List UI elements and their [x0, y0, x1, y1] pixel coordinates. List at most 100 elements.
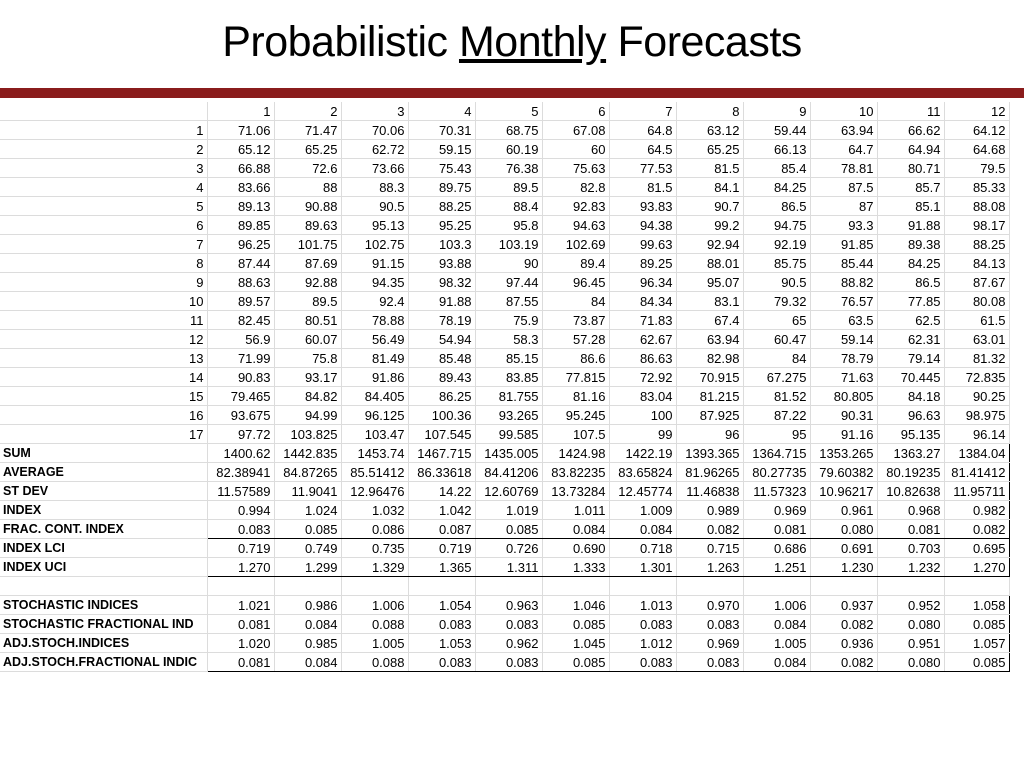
row-label: 5: [0, 196, 208, 216]
stats-cell: 79.60382: [810, 462, 878, 482]
stochastic-cell: 1.005: [341, 633, 409, 653]
table-cell: 78.81: [810, 158, 878, 178]
table-cell: 102.75: [341, 234, 409, 254]
stats-cell: 0.691: [810, 538, 878, 558]
stats-cell: 13.73284: [542, 481, 610, 501]
table-cell: 56.9: [207, 329, 275, 349]
table-row: 15 79.465 84.82 84.405 86.25 81.755 81.16 83.04…: [0, 386, 1010, 406]
stats-cell: 0.719: [206, 538, 275, 558]
table-cell: 63.5: [810, 310, 878, 330]
stats-cell: 1424.98: [542, 443, 610, 463]
page-title: Probabilistic Monthly Forecasts: [0, 18, 1024, 67]
column-header: 8: [676, 102, 744, 121]
table-cell: 80.805: [810, 386, 878, 406]
table-cell: 95.25: [408, 215, 476, 235]
stats-cell: 1442.835: [274, 443, 342, 463]
table-cell: 94.99: [274, 405, 342, 425]
row-label: 14: [0, 367, 208, 387]
table-cell: 85.4: [743, 158, 811, 178]
table-cell: 84.34: [609, 291, 677, 311]
empty-cell: [207, 576, 275, 596]
stochastic-cell: 0.083: [475, 614, 543, 634]
title-underlined: Monthly: [458, 18, 607, 66]
spreadsheet: 1 2 3 4 5 6 7 8 9 10 11 12 1 71.06 71.47 70.06 70.31 68.7…: [0, 102, 1010, 672]
stats-label: INDEX LCI: [0, 538, 208, 558]
table-cell: 71.63: [810, 367, 878, 387]
table-cell: 96.125: [341, 405, 409, 425]
table-cell: 84.25: [877, 253, 945, 273]
stats-cell: 0.719: [408, 538, 476, 558]
table-cell: 86.25: [408, 386, 476, 406]
table-cell: 95.07: [676, 272, 744, 292]
table-cell: 94.63: [542, 215, 610, 235]
table-cell: 90.88: [274, 196, 342, 216]
table-cell: 93.17: [274, 367, 342, 387]
forecast-table: 1 2 3 4 5 6 7 8 9 10 11 12 1 71.06 71.47 70.06 70.31 68.7…: [0, 102, 1010, 672]
stats-cell: 0.082: [944, 519, 1010, 539]
table-cell: 76.38: [475, 158, 543, 178]
stats-cell: 1.011: [542, 500, 610, 520]
table-cell: 64.68: [944, 139, 1010, 159]
stochastic-row: ADJ.STOCH.INDICES 1.020 0.985 1.005 1.053 0.9…: [0, 633, 1010, 653]
column-header: 12: [944, 102, 1010, 121]
stochastic-cell: 0.082: [810, 652, 878, 672]
table-cell: 84.82: [274, 386, 342, 406]
stochastic-cell: 1.053: [408, 633, 476, 653]
table-cell: 82.8: [542, 177, 610, 197]
table-cell: 67.275: [743, 367, 811, 387]
table-cell: 81.755: [475, 386, 543, 406]
table-cell: 67.4: [676, 310, 744, 330]
stats-cell: 1422.19: [609, 443, 677, 463]
stochastic-cell: 1.058: [944, 595, 1010, 615]
stats-cell: 1.009: [609, 500, 677, 520]
table-cell: 77.85: [877, 291, 945, 311]
table-cell: 94.75: [743, 215, 811, 235]
row-label: 8: [0, 253, 208, 273]
stats-cell: 1.301: [609, 557, 677, 577]
table-row: 3 66.88 72.6 73.66 75.43 76.38 75.63 77.53 81.5 8…: [0, 158, 1010, 178]
stochastic-cell: 0.985: [274, 633, 342, 653]
table-cell: 101.75: [274, 234, 342, 254]
table-cell: 59.14: [810, 329, 878, 349]
table-cell: 61.5: [944, 310, 1010, 330]
table-cell: 90.5: [743, 272, 811, 292]
table-cell: 79.465: [207, 386, 275, 406]
table-cell: 84.405: [341, 386, 409, 406]
table-cell: 81.5: [609, 177, 677, 197]
table-cell: 77.815: [542, 367, 610, 387]
stats-cell: 1400.62: [206, 443, 275, 463]
table-cell: 60: [542, 139, 610, 159]
table-cell: 91.15: [341, 253, 409, 273]
table-cell: 65.25: [676, 139, 744, 159]
stochastic-cell: 0.088: [341, 652, 409, 672]
stats-row: INDEX 0.994 1.024 1.032 1.042 1.019 1.011 1.009…: [0, 500, 1010, 520]
stochastic-cell: 0.080: [877, 652, 945, 672]
table-cell: 93.88: [408, 253, 476, 273]
table-cell: 70.31: [408, 120, 476, 140]
empty-cell: [542, 576, 610, 596]
stats-cell: 0.080: [810, 519, 878, 539]
table-row: 11 82.45 80.51 78.88 78.19 75.9 73.87 71.83 67.4…: [0, 310, 1010, 330]
table-row: 10 89.57 89.5 92.4 91.88 87.55 84 84.34 83.1 79.3…: [0, 291, 1010, 311]
table-cell: 96.25: [207, 234, 275, 254]
stochastic-cell: 0.969: [676, 633, 744, 653]
table-cell: 99.2: [676, 215, 744, 235]
stochastic-cell: 0.963: [475, 595, 543, 615]
stochastic-cell: 0.084: [743, 614, 811, 634]
table-cell: 87.5: [810, 177, 878, 197]
stats-cell: 1.230: [810, 557, 878, 577]
row-label: 11: [0, 310, 208, 330]
stats-cell: 84.41206: [475, 462, 543, 482]
table-cell: 96.14: [944, 424, 1010, 444]
stochastic-cell: 0.083: [609, 614, 677, 634]
table-cell: 90.5: [341, 196, 409, 216]
stats-cell: 1.333: [542, 557, 610, 577]
table-row: 14 90.83 93.17 91.86 89.43 83.85 77.815 72.92 70…: [0, 367, 1010, 387]
table-row: 7 96.25 101.75 102.75 103.3 103.19 102.69 99.63…: [0, 234, 1010, 254]
table-cell: 85.75: [743, 253, 811, 273]
table-cell: 63.94: [810, 120, 878, 140]
row-label: 1: [0, 120, 208, 140]
table-cell: 89.25: [609, 253, 677, 273]
row-label: 12: [0, 329, 208, 349]
stochastic-cell: 0.952: [877, 595, 945, 615]
